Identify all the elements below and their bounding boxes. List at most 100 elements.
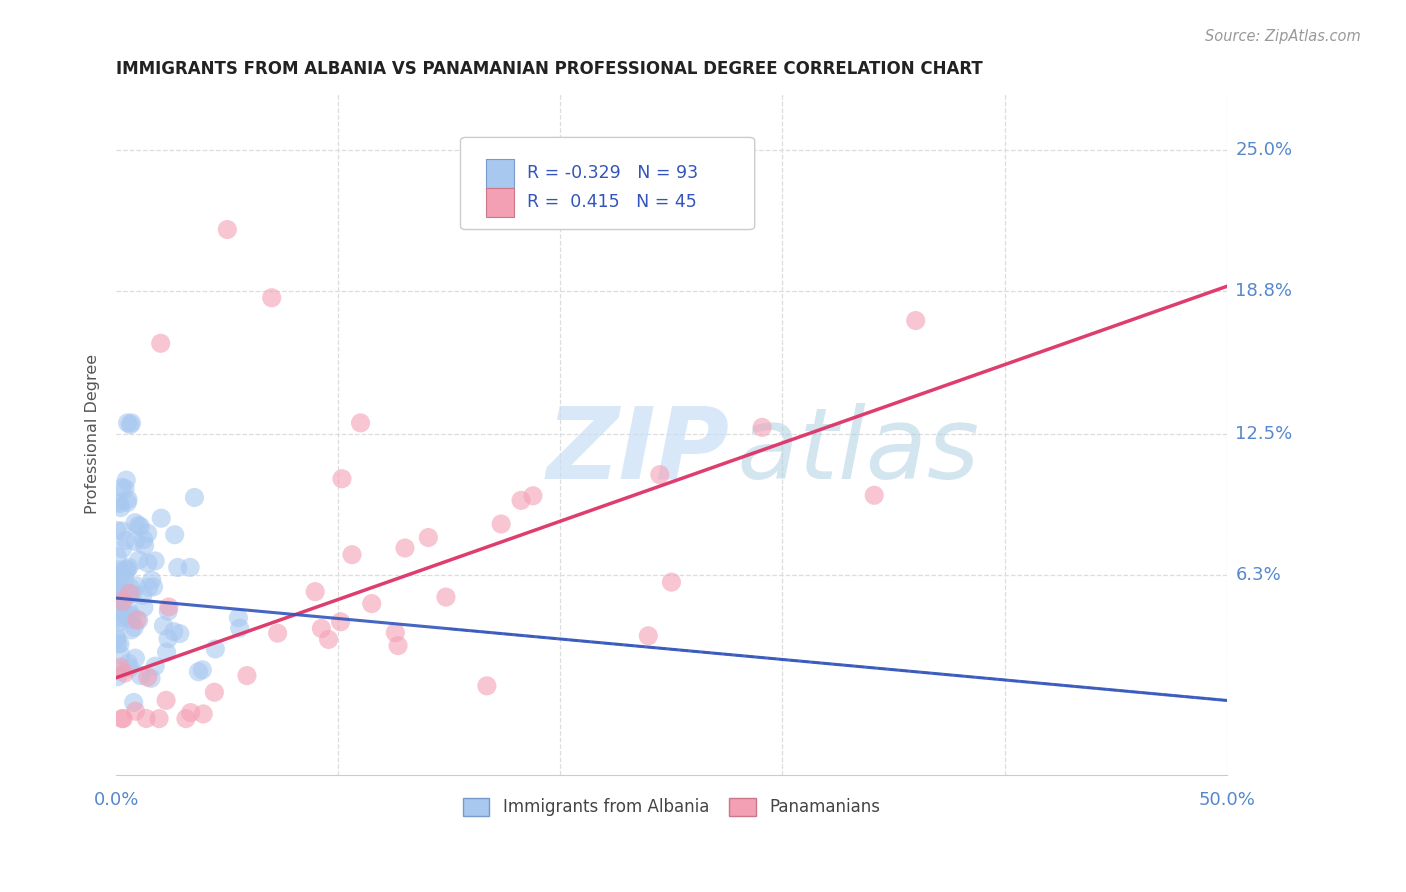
Point — [105, 495, 128, 509]
Point — [180, 706, 202, 720]
Point — [434, 590, 457, 604]
Point — [124, 704, 146, 718]
Point — [117, 492, 139, 507]
Point — [155, 693, 177, 707]
Point — [136, 526, 159, 541]
Point — [105, 568, 128, 582]
Point — [204, 642, 226, 657]
Point — [138, 580, 160, 594]
Point — [387, 639, 409, 653]
Point — [114, 589, 136, 603]
Point — [136, 556, 159, 570]
Point — [155, 645, 177, 659]
Point — [311, 622, 333, 636]
FancyBboxPatch shape — [461, 137, 755, 229]
Point — [202, 685, 225, 699]
Point — [863, 488, 886, 502]
Point — [330, 472, 353, 486]
Point — [149, 336, 172, 351]
Point — [228, 621, 250, 635]
Point — [121, 416, 143, 430]
FancyBboxPatch shape — [486, 188, 513, 217]
Point — [115, 533, 138, 548]
Point — [107, 587, 129, 601]
Text: IMMIGRANTS FROM ALBANIA VS PANAMANIAN PROFESSIONAL DEGREE CORRELATION CHART: IMMIGRANTS FROM ALBANIA VS PANAMANIAN PR… — [117, 60, 983, 78]
Point — [105, 632, 128, 647]
Point — [111, 605, 134, 619]
Point — [108, 610, 131, 624]
Point — [120, 607, 142, 622]
Point — [124, 620, 146, 634]
Point — [510, 493, 533, 508]
Point — [120, 582, 142, 596]
Point — [129, 668, 152, 682]
Point — [266, 626, 288, 640]
Point — [111, 524, 134, 538]
Point — [108, 563, 131, 577]
Point — [128, 613, 150, 627]
Point — [110, 660, 132, 674]
Point — [904, 313, 927, 327]
Point — [349, 416, 371, 430]
Point — [105, 549, 128, 564]
Point — [489, 516, 512, 531]
Point — [179, 560, 201, 574]
Point — [384, 625, 406, 640]
Text: Source: ZipAtlas.com: Source: ZipAtlas.com — [1205, 29, 1361, 44]
Point — [111, 607, 134, 622]
Point — [120, 587, 142, 601]
Point — [117, 657, 139, 671]
Point — [150, 511, 173, 525]
Point — [128, 553, 150, 567]
Point — [114, 573, 136, 587]
Point — [124, 516, 146, 530]
Point — [105, 572, 128, 586]
Point — [394, 541, 416, 555]
Point — [107, 582, 129, 597]
Point — [108, 637, 131, 651]
Point — [187, 665, 209, 679]
Point — [132, 533, 155, 547]
Point — [318, 632, 340, 647]
Point — [141, 573, 163, 587]
Point — [105, 630, 128, 644]
Point — [122, 695, 145, 709]
Text: 18.8%: 18.8% — [1236, 282, 1292, 300]
Point — [118, 661, 141, 675]
Point — [107, 670, 129, 684]
Point — [142, 580, 165, 594]
Point — [193, 706, 215, 721]
Point — [114, 666, 136, 681]
Point — [121, 587, 143, 601]
Point — [111, 541, 134, 556]
Point — [129, 519, 152, 533]
Point — [157, 632, 180, 646]
Text: 25.0%: 25.0% — [1236, 141, 1292, 159]
Point — [107, 575, 129, 590]
Point — [111, 594, 134, 608]
Point — [105, 663, 128, 677]
Point — [157, 604, 180, 618]
Point — [124, 651, 146, 665]
Point — [183, 491, 205, 505]
Point — [118, 605, 141, 619]
Point — [661, 575, 683, 590]
Point — [124, 534, 146, 549]
Point — [132, 600, 155, 615]
Text: 12.5%: 12.5% — [1236, 425, 1292, 443]
Point — [304, 584, 326, 599]
Point — [166, 560, 188, 574]
Point — [115, 563, 138, 577]
Text: 6.3%: 6.3% — [1236, 566, 1281, 584]
FancyBboxPatch shape — [486, 159, 513, 187]
Point — [117, 416, 139, 430]
Point — [111, 712, 134, 726]
Point — [108, 589, 131, 603]
Text: R =  0.415   N = 45: R = 0.415 N = 45 — [527, 194, 697, 211]
Point — [751, 420, 773, 434]
Point — [120, 623, 142, 637]
Point — [115, 607, 138, 621]
Point — [108, 578, 131, 592]
Point — [143, 554, 166, 568]
Point — [340, 548, 363, 562]
